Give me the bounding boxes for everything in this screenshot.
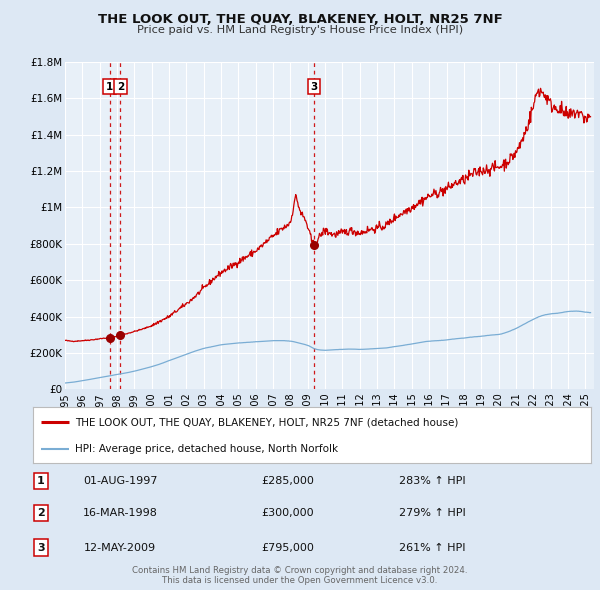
Text: £795,000: £795,000 bbox=[262, 543, 314, 552]
Text: 3: 3 bbox=[37, 543, 44, 552]
Text: 12-MAY-2009: 12-MAY-2009 bbox=[84, 543, 156, 552]
Text: Contains HM Land Registry data © Crown copyright and database right 2024.
This d: Contains HM Land Registry data © Crown c… bbox=[132, 566, 468, 585]
Text: 16-MAR-1998: 16-MAR-1998 bbox=[83, 509, 157, 518]
Text: 283% ↑ HPI: 283% ↑ HPI bbox=[398, 476, 466, 486]
Text: THE LOOK OUT, THE QUAY, BLAKENEY, HOLT, NR25 7NF (detached house): THE LOOK OUT, THE QUAY, BLAKENEY, HOLT, … bbox=[75, 417, 458, 427]
Text: 2: 2 bbox=[37, 509, 44, 518]
Text: £300,000: £300,000 bbox=[262, 509, 314, 518]
Text: 01-AUG-1997: 01-AUG-1997 bbox=[83, 476, 157, 486]
Text: 1: 1 bbox=[106, 81, 113, 91]
Text: 2: 2 bbox=[117, 81, 124, 91]
Text: 279% ↑ HPI: 279% ↑ HPI bbox=[398, 509, 466, 518]
Text: £285,000: £285,000 bbox=[262, 476, 314, 486]
Text: Price paid vs. HM Land Registry's House Price Index (HPI): Price paid vs. HM Land Registry's House … bbox=[137, 25, 463, 35]
Text: 3: 3 bbox=[311, 81, 318, 91]
Text: 1: 1 bbox=[37, 476, 44, 486]
Text: THE LOOK OUT, THE QUAY, BLAKENEY, HOLT, NR25 7NF: THE LOOK OUT, THE QUAY, BLAKENEY, HOLT, … bbox=[98, 13, 502, 26]
Text: 261% ↑ HPI: 261% ↑ HPI bbox=[399, 543, 465, 552]
Text: HPI: Average price, detached house, North Norfolk: HPI: Average price, detached house, Nort… bbox=[75, 444, 338, 454]
